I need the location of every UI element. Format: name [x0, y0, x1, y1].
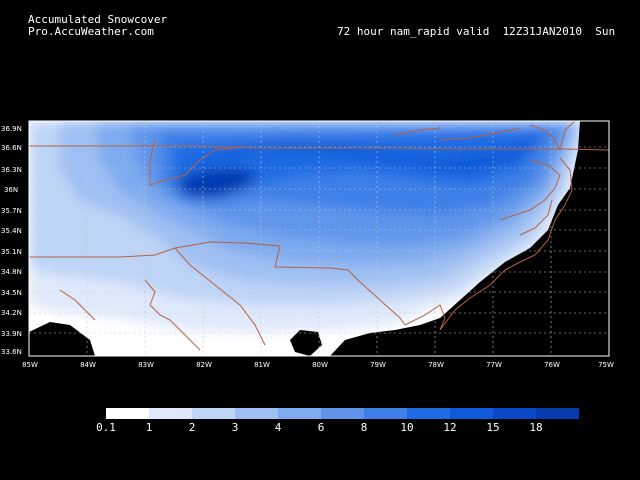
lon-label: 78W	[428, 361, 444, 369]
legend-swatch	[450, 408, 493, 419]
lat-label: 35.7N	[1, 207, 22, 215]
lat-label: 34.2N	[1, 309, 22, 317]
lat-label: 36.9N	[1, 125, 22, 133]
lon-label: 84W	[80, 361, 96, 369]
legend-swatch	[536, 408, 579, 419]
snowfall-field	[29, 121, 609, 356]
map-title: Accumulated Snowcover	[28, 13, 168, 26]
legend-label: 15	[486, 421, 499, 434]
lat-label: 36N	[4, 186, 18, 194]
legend-label: 12	[443, 421, 456, 434]
lat-label: 35.1N	[1, 248, 22, 256]
state-borders	[29, 121, 609, 351]
lat-tick-labels: 36.9N 36.6N 36.3N 36N 35.7N 35.4N 35.1N …	[1, 125, 22, 356]
lon-label: 75W	[598, 361, 614, 369]
legend-swatch	[235, 408, 278, 419]
legend-label: 18	[529, 421, 542, 434]
legend-label: 8	[361, 421, 368, 434]
legend-label: 2	[189, 421, 196, 434]
color-legend: 0.1 1 2 3 4 6 8 10 12 15 18	[96, 408, 579, 434]
lon-label: 82W	[196, 361, 212, 369]
legend-swatch	[493, 408, 536, 419]
legend-swatch	[364, 408, 407, 419]
lat-label: 34.5N	[1, 289, 22, 297]
legend-swatch	[149, 408, 192, 419]
lon-label: 81W	[254, 361, 270, 369]
lon-label: 79W	[370, 361, 386, 369]
grid-lines	[29, 121, 609, 356]
legend-swatch	[278, 408, 321, 419]
lon-label: 80W	[312, 361, 328, 369]
lat-label: 33.9N	[1, 330, 22, 338]
lon-label: 85W	[22, 361, 38, 369]
legend-label: 1	[146, 421, 153, 434]
map-frame	[28, 120, 610, 357]
legend-label: 0.1	[96, 421, 116, 434]
lon-tick-labels: 85W 84W 83W 82W 81W 80W 79W 78W 77W 76W …	[22, 361, 614, 369]
legend-label: 3	[232, 421, 239, 434]
lat-label: 34.8N	[1, 268, 22, 276]
legend-swatch	[192, 408, 235, 419]
legend-label: 10	[400, 421, 413, 434]
legend-swatch	[106, 408, 149, 419]
map-source: Pro.AccuWeather.com	[28, 25, 154, 38]
lon-label: 77W	[486, 361, 502, 369]
lat-label: 35.4N	[1, 227, 22, 235]
legend-swatch	[321, 408, 364, 419]
lat-label: 36.3N	[1, 166, 22, 174]
lat-label: 33.6N	[1, 348, 22, 356]
lon-label: 76W	[544, 361, 560, 369]
legend-label: 4	[275, 421, 282, 434]
lat-label: 36.6N	[1, 144, 22, 152]
legend-swatch	[407, 408, 450, 419]
run-info: 72 hour nam_rapid valid 12Z31JAN2010 Sun	[337, 25, 616, 38]
legend-label: 6	[318, 421, 325, 434]
lon-label: 83W	[138, 361, 154, 369]
